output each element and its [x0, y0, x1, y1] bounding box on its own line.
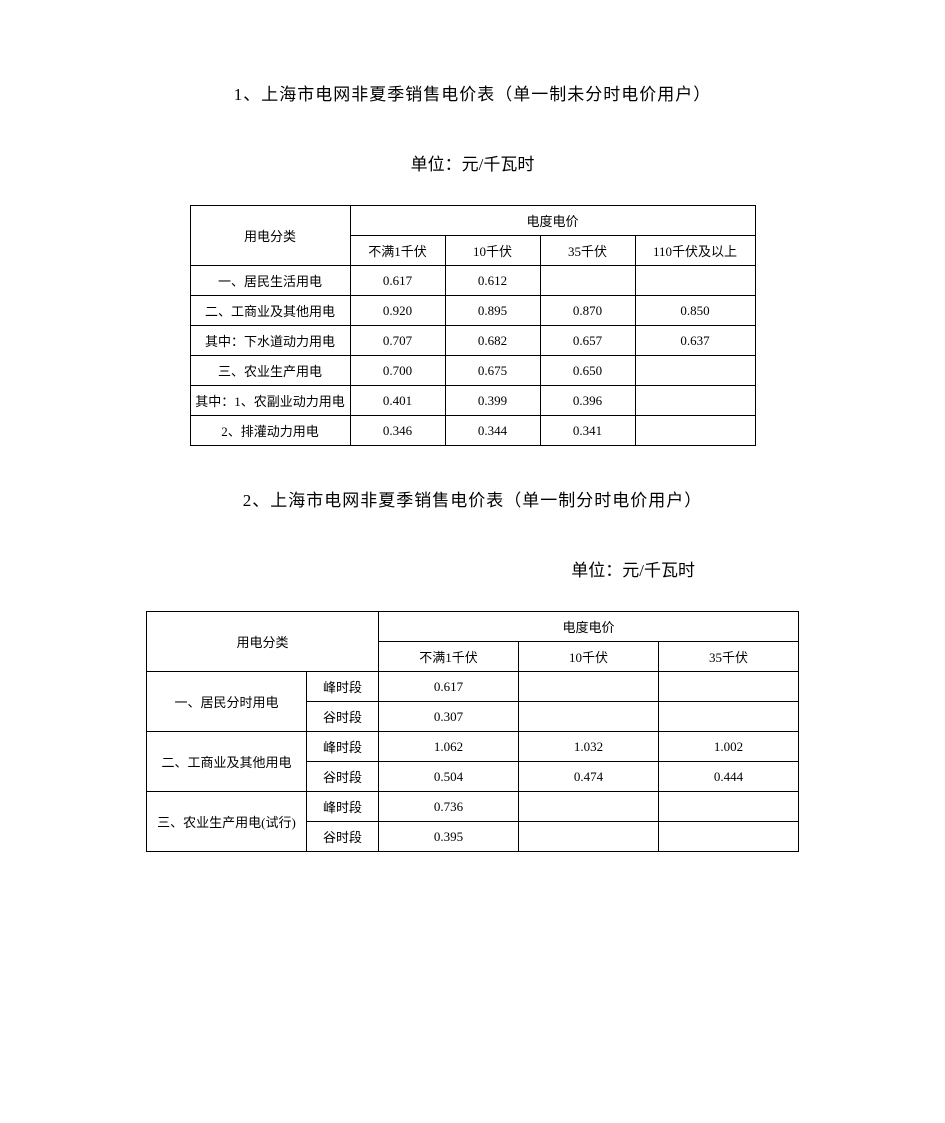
column-header: 110千伏及以上	[635, 236, 755, 266]
data-cell: 0.344	[445, 416, 540, 446]
data-cell	[659, 702, 799, 732]
section-1-title: 1、上海市电网非夏季销售电价表（单一制未分时电价用户）	[0, 80, 945, 105]
table-row: 三、农业生产用电(试行) 峰时段 0.736	[147, 792, 799, 822]
table-row: 其中：1、农副业动力用电 0.401 0.399 0.396	[190, 386, 755, 416]
data-cell	[635, 386, 755, 416]
column-header: 不满1千伏	[379, 642, 519, 672]
data-cell: 0.307	[379, 702, 519, 732]
table-row: 三、农业生产用电 0.700 0.675 0.650	[190, 356, 755, 386]
unit-value: 元/千瓦时	[462, 155, 535, 174]
data-cell: 0.399	[445, 386, 540, 416]
table-row: 其中：下水道动力用电 0.707 0.682 0.657 0.637	[190, 326, 755, 356]
table-row: 二、工商业及其他用电 0.920 0.895 0.870 0.850	[190, 296, 755, 326]
period-label: 谷时段	[307, 762, 379, 792]
table-row: 用电分类 电度电价	[190, 206, 755, 236]
row-header-cell: 用电分类	[147, 612, 379, 672]
data-cell	[659, 672, 799, 702]
row-label: 二、工商业及其他用电	[190, 296, 350, 326]
data-cell: 0.637	[635, 326, 755, 356]
data-cell: 0.395	[379, 822, 519, 852]
data-cell: 0.675	[445, 356, 540, 386]
table-row: 2、排灌动力用电 0.346 0.344 0.341	[190, 416, 755, 446]
period-label: 谷时段	[307, 822, 379, 852]
data-cell	[659, 822, 799, 852]
section-1: 1、上海市电网非夏季销售电价表（单一制未分时电价用户） 单位：元/千瓦时 用电分…	[0, 80, 945, 446]
data-cell: 0.707	[350, 326, 445, 356]
data-cell: 0.444	[659, 762, 799, 792]
row-label: 其中：1、农副业动力用电	[190, 386, 350, 416]
data-cell	[635, 416, 755, 446]
data-cell	[519, 822, 659, 852]
group-label: 二、工商业及其他用电	[147, 732, 307, 792]
data-cell: 0.401	[350, 386, 445, 416]
data-cell: 0.617	[379, 672, 519, 702]
data-cell	[659, 792, 799, 822]
data-cell: 0.504	[379, 762, 519, 792]
data-cell: 0.612	[445, 266, 540, 296]
data-cell	[635, 266, 755, 296]
data-cell: 0.700	[350, 356, 445, 386]
period-label: 峰时段	[307, 792, 379, 822]
table-row: 用电分类 电度电价	[147, 612, 799, 642]
table-2-wrapper: 用电分类 电度电价 不满1千伏 10千伏 35千伏 一、居民分时用电 峰时段 0…	[0, 611, 945, 852]
data-cell: 1.032	[519, 732, 659, 762]
section-2: 2、上海市电网非夏季销售电价表（单一制分时电价用户） 单位：元/千瓦时 用电分类…	[0, 486, 945, 852]
unit-prefix: 单位：	[411, 155, 462, 174]
table-2: 用电分类 电度电价 不满1千伏 10千伏 35千伏 一、居民分时用电 峰时段 0…	[146, 611, 799, 852]
data-cell: 0.341	[540, 416, 635, 446]
section-2-title: 2、上海市电网非夏季销售电价表（单一制分时电价用户）	[0, 486, 945, 511]
data-cell: 0.920	[350, 296, 445, 326]
table-row: 一、居民生活用电 0.617 0.612	[190, 266, 755, 296]
column-header: 不满1千伏	[350, 236, 445, 266]
unit-value: 元/千瓦时	[622, 561, 695, 580]
data-cell	[519, 672, 659, 702]
column-header: 10千伏	[445, 236, 540, 266]
column-header: 35千伏	[659, 642, 799, 672]
data-cell	[635, 356, 755, 386]
data-cell: 1.002	[659, 732, 799, 762]
group-label: 一、居民分时用电	[147, 672, 307, 732]
row-label: 其中：下水道动力用电	[190, 326, 350, 356]
data-cell: 0.895	[445, 296, 540, 326]
data-cell: 1.062	[379, 732, 519, 762]
data-cell	[519, 702, 659, 732]
unit-prefix: 单位：	[571, 561, 622, 580]
section-2-unit: 单位：元/千瓦时	[0, 556, 945, 581]
group-label: 三、农业生产用电(试行)	[147, 792, 307, 852]
period-label: 谷时段	[307, 702, 379, 732]
row-label: 三、农业生产用电	[190, 356, 350, 386]
period-label: 峰时段	[307, 672, 379, 702]
data-cell	[519, 792, 659, 822]
data-cell: 0.650	[540, 356, 635, 386]
column-header: 35千伏	[540, 236, 635, 266]
group-header-cell: 电度电价	[350, 206, 755, 236]
row-label: 一、居民生活用电	[190, 266, 350, 296]
table-row: 一、居民分时用电 峰时段 0.617	[147, 672, 799, 702]
data-cell: 0.870	[540, 296, 635, 326]
data-cell: 0.682	[445, 326, 540, 356]
data-cell: 0.474	[519, 762, 659, 792]
section-1-unit: 单位：元/千瓦时	[0, 150, 945, 175]
data-cell: 0.657	[540, 326, 635, 356]
group-header-cell: 电度电价	[379, 612, 799, 642]
period-label: 峰时段	[307, 732, 379, 762]
column-header: 10千伏	[519, 642, 659, 672]
table-1: 用电分类 电度电价 不满1千伏 10千伏 35千伏 110千伏及以上 一、居民生…	[190, 205, 756, 446]
data-cell	[540, 266, 635, 296]
data-cell: 0.850	[635, 296, 755, 326]
table-1-wrapper: 用电分类 电度电价 不满1千伏 10千伏 35千伏 110千伏及以上 一、居民生…	[0, 205, 945, 446]
row-header-cell: 用电分类	[190, 206, 350, 266]
data-cell: 0.736	[379, 792, 519, 822]
row-label: 2、排灌动力用电	[190, 416, 350, 446]
data-cell: 0.617	[350, 266, 445, 296]
table-row: 二、工商业及其他用电 峰时段 1.062 1.032 1.002	[147, 732, 799, 762]
data-cell: 0.346	[350, 416, 445, 446]
data-cell: 0.396	[540, 386, 635, 416]
